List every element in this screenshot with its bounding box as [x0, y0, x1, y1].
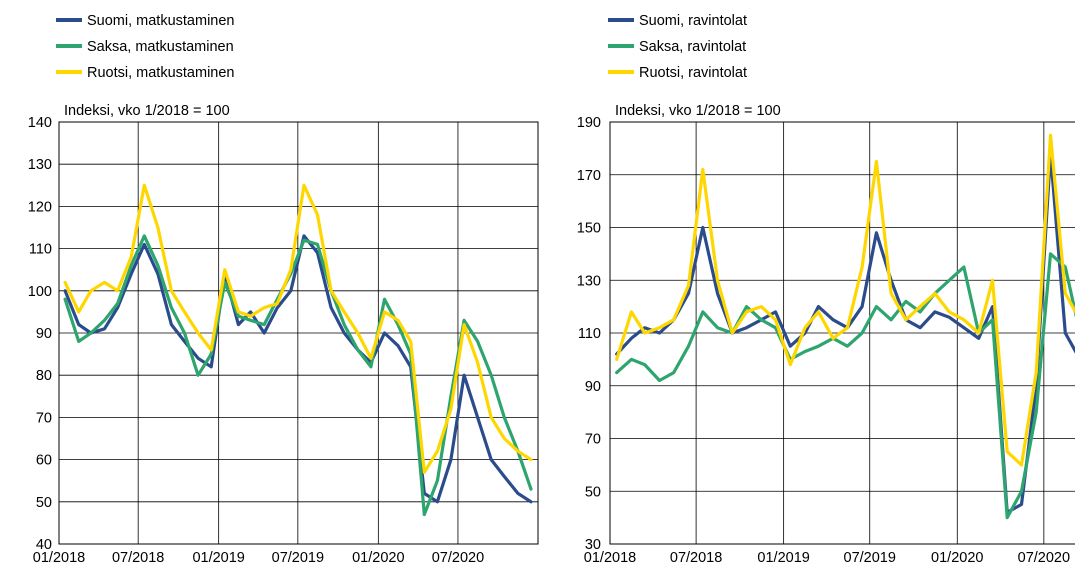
y-tick-label: 90: [585, 379, 601, 395]
y-axis-label: Indeksi, vko 1/2018 = 100: [615, 103, 781, 119]
series-line-ruotsi: [615, 133, 1075, 467]
x-tick-label: 01/2018: [33, 550, 85, 566]
plot-frame: [609, 121, 1075, 545]
y-tick-label: 120: [28, 199, 52, 215]
legend-label: Saksa, matkustaminen: [87, 39, 234, 55]
x-tick-label: 07/2019: [272, 550, 324, 566]
y-axis-label: Indeksi, vko 1/2018 = 100: [64, 103, 230, 119]
series-line-ruotsi: [63, 183, 533, 474]
y-tick-label: 100: [28, 284, 52, 300]
x-tick-label: 01/2019: [757, 550, 809, 566]
y-tick-label: 190: [577, 115, 601, 131]
x-tick-label: 01/2020: [352, 550, 404, 566]
x-tick-label: 07/2019: [844, 550, 896, 566]
x-tick-label: 01/2019: [192, 550, 244, 566]
y-tick-label: 140: [28, 115, 52, 131]
x-tick-label: 01/2018: [584, 550, 636, 566]
y-tick-label: 50: [36, 495, 52, 511]
legend-label: Saksa, ravintolat: [639, 39, 746, 55]
y-tick-label: 70: [585, 432, 601, 448]
legend-label: Ruotsi, matkustaminen: [87, 65, 234, 81]
x-tick-label: 07/2020: [432, 550, 484, 566]
chart-2: 30 50 70 90 110 130 150 170 190 01/2018 07/2018 01/…: [577, 13, 1075, 566]
y-tick-label: 130: [28, 157, 52, 173]
y-tick-label: 110: [29, 242, 52, 258]
y-tick-label: 110: [578, 326, 601, 342]
legend-label: Ruotsi, ravintolat: [639, 65, 747, 81]
y-tick-label: 90: [36, 326, 52, 342]
legend: Suomi, matkustaminen Saksa, matkustaminen…: [56, 13, 234, 81]
legend: Suomi, ravintolat Saksa, ravintolat Ruotsi…: [608, 13, 747, 81]
legend-label: Suomi, ravintolat: [639, 13, 747, 29]
y-tick-label: 70: [36, 410, 52, 426]
y-tick-label: 60: [36, 453, 52, 469]
x-tick-label: 07/2020: [1018, 550, 1070, 566]
y-tick-label: 50: [585, 484, 601, 500]
x-tick-label: 01/2020: [931, 550, 983, 566]
series-line-saksa: [63, 234, 533, 517]
y-tick-label: 130: [577, 273, 601, 289]
series-line-saksa: [615, 252, 1075, 520]
x-tick-label: 07/2018: [112, 550, 164, 566]
y-tick-label: 30: [585, 537, 601, 553]
chart-1: 40 50 60 70 80 90 100 110 120 130 140 01/2018 07/201…: [28, 13, 539, 566]
series-line-suomi: [63, 234, 533, 504]
y-tick-label: 150: [577, 221, 601, 237]
y-tick-label: 40: [36, 537, 52, 553]
y-tick-label: 170: [577, 168, 601, 184]
legend-label: Suomi, matkustaminen: [87, 13, 234, 29]
y-tick-label: 80: [36, 368, 52, 384]
x-tick-label: 07/2018: [670, 550, 722, 566]
plot-frame: [58, 121, 539, 545]
